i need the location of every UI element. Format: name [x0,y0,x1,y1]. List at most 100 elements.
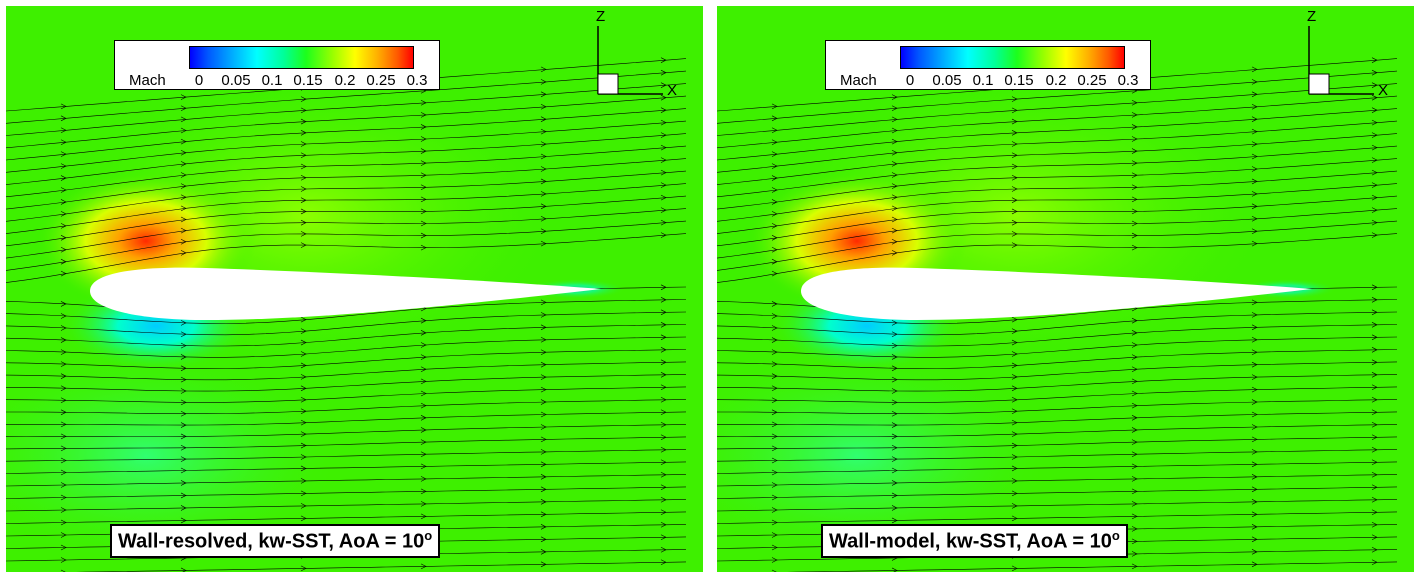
streamline-arrow [1251,91,1258,98]
streamline [717,233,1398,283]
colorbar [900,46,1125,69]
flow-panel-wall-resolved: Mach 0 0.05 0.1 0.15 0.2 0.25 0.3 Z X Wa… [6,6,703,572]
streamline-arrow [60,544,67,551]
legend-tick: 0.15 [293,72,323,89]
streamline-arrow [771,199,778,205]
streamline-arrow [1131,196,1138,203]
streamline-arrow [1131,112,1138,118]
streamline-arrow [891,445,898,451]
streamline [717,361,1398,381]
streamline-arrow [891,410,898,417]
streamline-arrow [60,519,67,526]
streamline-arrow [180,492,187,499]
streamline-arrow [1251,141,1258,147]
streamline-arrow [1011,442,1018,449]
streamline-arrow [300,374,307,380]
streamline-arrow [771,127,778,134]
streamline [717,108,1398,161]
streamline-arrow [540,474,547,480]
streamline-arrow [771,139,778,145]
streamline [717,436,1398,450]
streamline-arrow [540,561,547,568]
streamline-arrow [180,127,187,134]
streamline-arrow [660,157,667,163]
streamline-arrow [1251,474,1258,480]
streamline-arrow [420,476,427,482]
streamline-arrow [891,320,898,326]
streamline-arrow [891,456,898,462]
streamline-arrow [1131,551,1138,557]
streamline-arrow [60,258,67,265]
z-axis-label: Z [596,8,606,25]
streamline-arrow [660,132,667,138]
streamline-arrow [1371,322,1378,328]
streamline-arrow [300,419,307,426]
streamline-arrow [180,480,187,486]
streamline-arrow [1131,317,1138,324]
streamline-arrow [771,519,778,526]
streamline-arrow [891,216,898,223]
streamline [6,436,687,450]
streamline-arrow [1371,69,1378,76]
streamline-arrow [1371,219,1378,226]
streamline-arrow [420,488,427,495]
streamline-arrow [1011,163,1018,170]
streamline-arrow [1011,208,1018,215]
streamline-arrow [1131,463,1138,470]
streamline-arrow [771,258,778,265]
streamline-arrow [1131,220,1138,227]
streamline-arrow [420,244,427,251]
streamline-arrow [771,397,778,404]
streamline-arrow [660,119,667,126]
streamline-arrow [891,467,898,474]
streamline-arrow [60,373,67,379]
mach-colorbar-legend: Mach 0 0.05 0.1 0.15 0.2 0.25 0.3 [825,40,1151,90]
streamline [6,133,687,185]
streamline-arrow [60,385,67,391]
streamline-arrow [60,532,67,538]
streamline-arrow [540,153,547,160]
streamline-arrow [1011,316,1018,323]
streamline-arrow [540,337,547,343]
streamline-arrow [1251,216,1258,222]
streamline-arrow [420,415,427,421]
streamline [6,70,687,124]
streamline-arrow [1011,419,1018,426]
streamline-arrow [420,390,427,397]
streamline-arrow [1371,182,1378,188]
streamline-arrow [420,100,427,106]
streamline [6,474,687,487]
streamline-arrow [180,116,187,123]
streamline-arrow [771,433,778,440]
streamline-arrow [660,359,667,366]
streamline-arrow [660,69,667,76]
streamline-arrow [1011,107,1018,114]
colorbar [189,46,414,69]
streamline-arrow [891,480,898,486]
streamline-arrow [1011,96,1018,102]
streamline-arrow [60,482,67,488]
streamline [6,311,687,336]
streamline-arrow [891,161,898,167]
streamline [717,120,1398,173]
streamline-arrow [1251,166,1258,172]
streamline-arrow [891,433,898,440]
streamline-arrow [1251,178,1258,185]
streamline [6,324,687,347]
streamline-arrow [1131,366,1138,373]
streamline-arrow [771,223,778,229]
streamline-arrow [891,342,898,349]
streamline-arrow [1011,478,1018,484]
streamline-arrow [420,354,427,360]
streamline-arrow [1371,547,1378,553]
streamline-arrow [1251,240,1258,247]
streamline-arrow [180,194,187,200]
streamline-arrow [1371,447,1378,453]
streamline-arrow [660,447,667,453]
streamline-arrow [1011,141,1018,147]
streamline-arrow [1251,524,1258,530]
streamline [717,474,1398,487]
streamline-arrow [1131,378,1138,385]
streamline-arrow [891,422,898,428]
streamline-arrow [660,297,667,303]
